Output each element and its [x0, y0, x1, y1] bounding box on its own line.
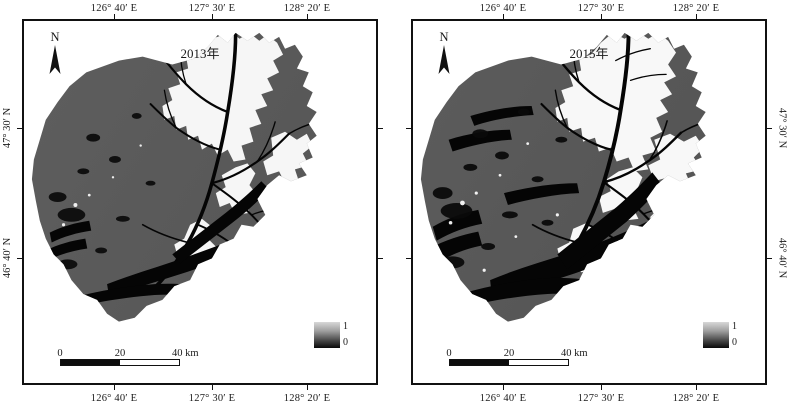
- axis-left-label-1: 47° 30′ N: [2, 107, 13, 149]
- raster-layer-2015: [413, 21, 765, 383]
- legend-tick-labels: 1 0: [732, 322, 737, 348]
- axis-left-tick-2: [406, 258, 411, 260]
- map-panel-2015: 126° 40′ E 127° 30′ E 128° 20′ E 126° 40…: [389, 0, 789, 407]
- legend-2015: 1 0: [703, 322, 737, 348]
- north-arrow-2013: N: [42, 31, 68, 75]
- scalebar-tick-0: 0: [57, 348, 63, 359]
- axis-bottom-tick-2: [601, 385, 603, 390]
- axis-top-label-2: 127° 30′ E: [188, 3, 236, 14]
- scalebar-tick-20: 20: [503, 348, 515, 359]
- legend-2013: 1 0: [314, 322, 348, 348]
- axis-left-tick-1: [17, 128, 22, 130]
- axis-right-tick-1: [767, 128, 772, 130]
- scalebar-segment-empty: [509, 360, 568, 365]
- axis-top-label-3: 128° 20′ E: [283, 3, 331, 14]
- axis-bottom-tick-3: [696, 385, 698, 390]
- axis-bottom-label-1: 126° 40′ E: [479, 393, 527, 404]
- legend-tick-labels: 1 0: [343, 322, 348, 348]
- axis-bottom-label-1: 126° 40′ E: [90, 393, 138, 404]
- axis-top-label-1: 126° 40′ E: [90, 3, 138, 14]
- scalebar-bar: [449, 359, 569, 366]
- axis-right-tick-2: [378, 258, 383, 260]
- axis-bottom-label-3: 128° 20′ E: [283, 393, 331, 404]
- north-letter: N: [439, 30, 449, 44]
- scalebar-bar: [60, 359, 180, 366]
- axis-top-tick-3: [696, 14, 698, 19]
- legend-low-label: 0: [732, 337, 737, 348]
- axis-bottom-label-3: 128° 20′ E: [672, 393, 720, 404]
- axis-top-tick-2: [601, 14, 603, 19]
- north-arrow-2015: N: [431, 31, 457, 75]
- axis-bottom-tick-1: [114, 385, 116, 390]
- scalebar-tick-40: 40 km: [172, 348, 199, 359]
- scalebar-labels: 0 20 40 km: [446, 346, 587, 359]
- scalebar-tick-0: 0: [446, 348, 452, 359]
- axis-top-tick-3: [307, 14, 309, 19]
- scalebar-segment-filled: [450, 360, 509, 365]
- legend-high-label: 1: [343, 321, 348, 332]
- axis-right-tick-2: [767, 258, 772, 260]
- map-title-2013: 2013年: [180, 46, 220, 61]
- scalebar-2013: 0 20 40 km: [57, 346, 199, 366]
- north-arrow-icon: [438, 45, 450, 74]
- axis-left-tick-1: [406, 128, 411, 130]
- axis-bottom-label-2: 127° 30′ E: [577, 393, 625, 404]
- axis-right-tick-1: [378, 128, 383, 130]
- legend-high-label: 1: [732, 321, 737, 332]
- scalebar-tick-40: 40 km: [561, 348, 588, 359]
- north-letter: N: [50, 30, 60, 44]
- axis-right-label-1: 47° 30′ N: [776, 107, 787, 149]
- map-title-2015: 2015年: [569, 46, 609, 61]
- axis-top-tick-2: [212, 14, 214, 19]
- scalebar-segment-empty: [120, 360, 179, 365]
- north-arrow-icon: [49, 45, 61, 74]
- axis-right-label-2: 46° 40′ N: [776, 237, 787, 279]
- axis-left-label-2: 46° 40′ N: [2, 237, 13, 279]
- legend-low-label: 0: [343, 337, 348, 348]
- scalebar-labels: 0 20 40 km: [57, 346, 198, 359]
- raster-layer-2013: [24, 21, 376, 383]
- axis-bottom-label-2: 127° 30′ E: [188, 393, 236, 404]
- axis-top-tick-1: [503, 14, 505, 19]
- scalebar-2015: 0 20 40 km: [446, 346, 588, 366]
- axis-bottom-tick-2: [212, 385, 214, 390]
- axis-bottom-tick-3: [307, 385, 309, 390]
- map-panel-2013: 126° 40′ E 127° 30′ E 128° 20′ E 126° 40…: [2, 3, 383, 404]
- scalebar-segment-filled: [61, 360, 120, 365]
- axis-top-label-3: 128° 20′ E: [672, 3, 720, 14]
- legend-color-ramp: [314, 322, 340, 348]
- axis-left-tick-2: [17, 258, 22, 260]
- axis-top-label-2: 127° 30′ E: [577, 3, 625, 14]
- legend-color-ramp: [703, 322, 729, 348]
- axis-top-label-1: 126° 40′ E: [479, 3, 527, 14]
- scalebar-tick-20: 20: [114, 348, 126, 359]
- axis-bottom-tick-1: [503, 385, 505, 390]
- map-frame-2015[interactable]: 2015年 N 0 20 40 km: [411, 19, 767, 385]
- axis-top-tick-1: [114, 14, 116, 19]
- map-frame-2013[interactable]: 2013年 N 0 20 40 km: [22, 19, 378, 385]
